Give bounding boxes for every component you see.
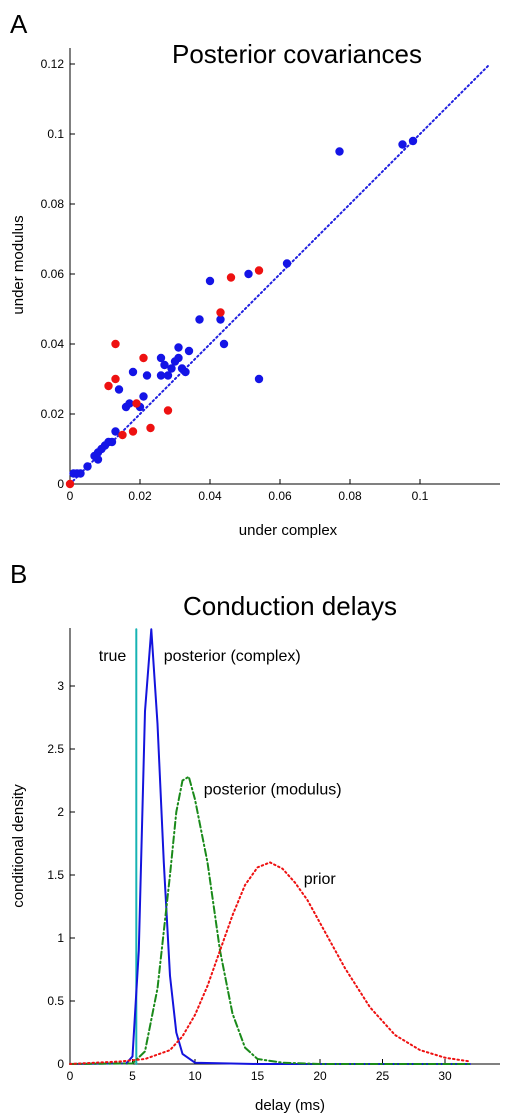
panel-a-xlabel: under complex (239, 522, 338, 539)
panel-a-ylabel: under modulus (10, 215, 27, 314)
scatter-point-blue (216, 315, 225, 324)
annotation-posterior-complex: posterior (complex) (164, 648, 301, 665)
scatter-point-red (132, 399, 141, 408)
panel-a-y-tick-label: 0 (57, 477, 64, 491)
panel-b-x-tick-label: 15 (251, 1069, 265, 1083)
scatter-point-blue (114, 385, 124, 394)
scatter-point-blue (254, 374, 264, 384)
panel-b-y-tick-label: 2.5 (47, 742, 64, 756)
panel-b-y-tick-label: 1 (57, 931, 64, 945)
panel-a-x-tick-label: 0.02 (128, 489, 152, 503)
scatter-point-red (163, 406, 173, 415)
panel-a-letter: A (10, 9, 28, 39)
panel-a-x-tick-label: 0.04 (198, 489, 222, 503)
panel-a-y-tick-label: 0.08 (41, 197, 65, 211)
annotation-prior: prior (304, 871, 337, 888)
annotation-true: true (99, 648, 127, 665)
scatter-point-red (118, 430, 127, 440)
scatter-point-red (139, 353, 148, 363)
panel-a-title: Posterior covariances (172, 39, 422, 69)
scatter-point-blue (181, 367, 190, 377)
scatter-point-blue (163, 371, 173, 380)
panel-b-y-tick-label: 0.5 (47, 994, 64, 1008)
panel-b-y-tick-label: 2 (57, 805, 64, 819)
scatter-point-red (65, 479, 75, 489)
panel-b-x-tick-label: 5 (129, 1069, 136, 1083)
panel-b-x-tick-label: 25 (376, 1069, 390, 1083)
panel-a-y-tick-label: 0.1 (47, 127, 64, 141)
panel-b-title: Conduction delays (183, 591, 397, 621)
panel-b-plot: 0 5 10 15 20 25 30 0 0.5 1 1.5 2 2.5 3 true posterior (… (47, 628, 500, 1083)
panel-a-y-tick-label: 0.12 (41, 57, 65, 71)
scatter-point-blue (195, 315, 204, 324)
scatter-point-blue (156, 371, 166, 380)
panel-b-xlabel: delay (ms) (255, 1097, 325, 1114)
panel-b-ylabel: conditional density (10, 784, 27, 908)
annotation-posterior-modulus: posterior (modulus) (204, 781, 342, 798)
scatter-point-blue (83, 462, 92, 471)
scatter-point-blue (93, 455, 103, 464)
scatter-point-blue (408, 136, 418, 146)
panel-b-x-tick-label: 30 (438, 1069, 452, 1083)
panel-b-x-tick-label: 10 (188, 1069, 202, 1083)
panel-a-x-tick-label: 0 (67, 489, 74, 503)
scatter-point-blue (174, 353, 183, 363)
scatter-point-blue (107, 437, 117, 447)
scatter-point-red (226, 273, 236, 282)
scatter-point-blue (160, 360, 169, 370)
panel-b-y-tick-label: 0 (57, 1057, 64, 1071)
scatter-point-blue (184, 346, 194, 356)
panel-b-y-tick-label: 1.5 (47, 868, 64, 882)
panel-b-y-tick-label: 3 (57, 679, 64, 693)
scatter-point-red (254, 266, 264, 275)
posterior-modulus-curve (69, 775, 471, 1065)
scatter-point-blue (205, 276, 215, 286)
panel-a-plot: 0 0.02 0.04 0.06 0.08 0.1 0 0.02 0.04 0.06 0.08 0.1… (41, 48, 500, 503)
panel-a-y-tick-label: 0.04 (41, 337, 65, 351)
panel-a-y-tick-label: 0.06 (41, 267, 65, 281)
panel-b-x-tick-label: 0 (67, 1069, 74, 1083)
panel-b-x-tick-label: 20 (313, 1069, 327, 1083)
scatter-point-blue (76, 469, 85, 478)
posterior-complex-curve (69, 628, 471, 1065)
scatter-point-red (146, 423, 155, 433)
scatter-point-blue (219, 339, 229, 349)
scatter-point-blue (174, 343, 183, 352)
scatter-point-blue (398, 140, 407, 149)
scatter-point-red (128, 427, 138, 436)
scatter-point-blue (128, 367, 138, 377)
panel-a-x-tick-label: 0.08 (338, 489, 362, 503)
scatter-point-blue (167, 364, 176, 373)
scatter-point-blue (125, 399, 134, 408)
prior-curve (69, 861, 471, 1065)
scatter-point-blue (335, 147, 344, 156)
panel-a-x-tick-label: 0.06 (268, 489, 292, 503)
scatter-point-blue (282, 259, 292, 268)
scatter-point-blue (142, 371, 152, 380)
scatter-point-blue (111, 427, 120, 436)
scatter-point-red (111, 339, 120, 349)
scatter-point-blue (244, 269, 253, 279)
scatter-point-blue (156, 353, 166, 363)
panel-a-y-tick-label: 0.02 (41, 407, 65, 421)
panel-a-x-tick-label: 0.1 (412, 489, 429, 503)
identity-line (69, 63, 491, 485)
panel-b-letter: B (10, 559, 27, 589)
scatter-point-red (104, 381, 113, 391)
scatter-point-blue (139, 392, 148, 401)
scatter-point-red (216, 308, 225, 317)
scatter-point-red (111, 374, 120, 384)
